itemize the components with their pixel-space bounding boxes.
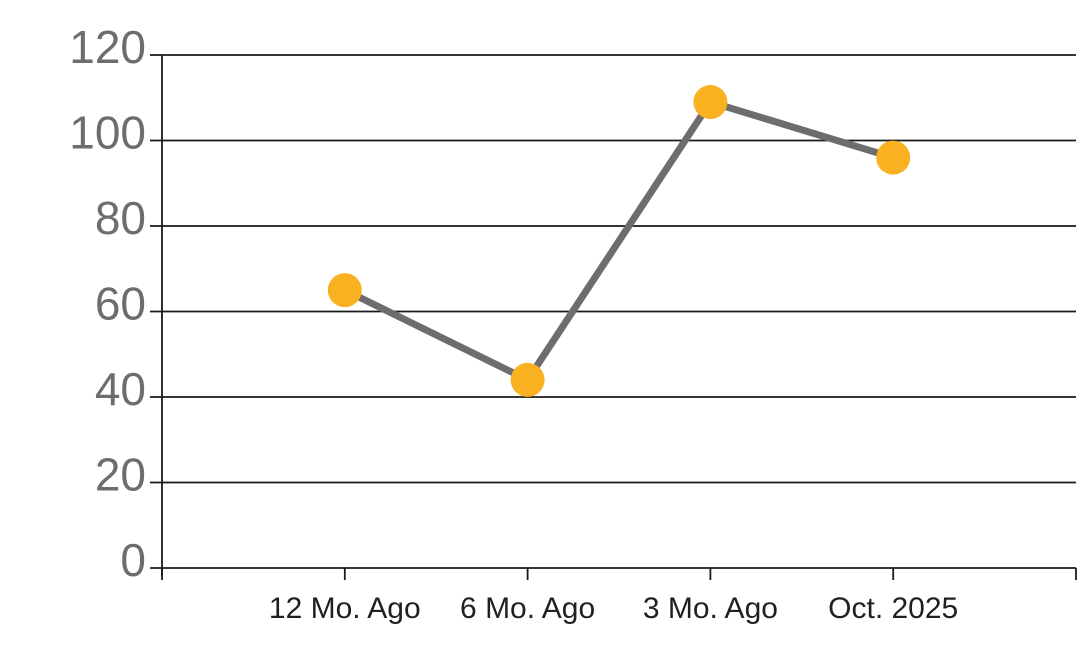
y-axis-tick-label: 60 <box>95 278 146 330</box>
data-point-marker <box>693 85 728 120</box>
y-axis-tick-label: 120 <box>69 21 146 73</box>
x-axis-tick-label: Oct. 2025 <box>828 592 958 625</box>
data-point-marker <box>510 362 545 397</box>
y-axis-tick-label: 100 <box>69 107 146 159</box>
x-axis-tick-label: 3 Mo. Ago <box>643 592 778 625</box>
data-point-marker <box>327 273 362 308</box>
y-axis-tick-label: 40 <box>95 363 146 415</box>
x-axis-tick-label: 6 Mo. Ago <box>460 592 595 625</box>
y-axis-tick-label: 20 <box>95 449 146 501</box>
data-point-marker <box>876 140 911 175</box>
y-axis-tick-label: 0 <box>120 534 146 586</box>
y-axis-tick-label: 80 <box>95 192 146 244</box>
x-axis-tick-label: 12 Mo. Ago <box>269 592 421 625</box>
series-line <box>341 98 897 384</box>
